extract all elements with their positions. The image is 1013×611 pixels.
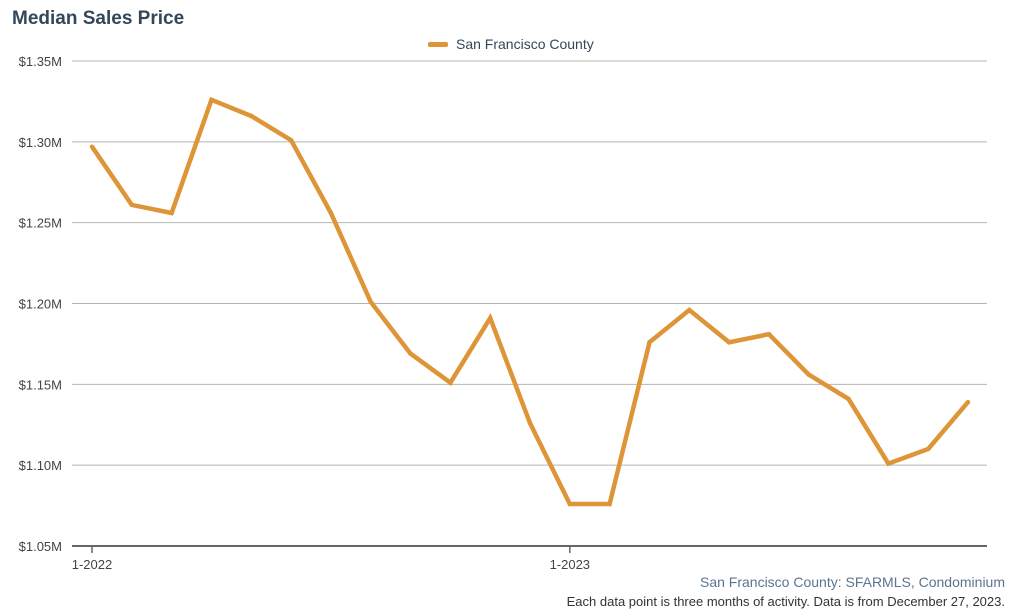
- data-point: [527, 420, 533, 426]
- data-point: [925, 446, 931, 452]
- data-point: [487, 315, 493, 321]
- data-point: [408, 351, 413, 356]
- data-point: [846, 396, 851, 402]
- y-tick-label: $1.30M: [19, 135, 62, 150]
- data-point: [169, 210, 174, 216]
- data-point: [726, 340, 732, 345]
- data-point: [567, 501, 573, 507]
- y-tick-label: $1.10M: [19, 458, 62, 473]
- x-tick-label: 1-2023: [550, 557, 590, 572]
- data-point: [129, 202, 135, 208]
- y-tick-label: $1.05M: [19, 539, 62, 554]
- data-point: [886, 461, 891, 466]
- legend-label: San Francisco County: [456, 36, 594, 52]
- data-point: [687, 307, 692, 313]
- data-point: [806, 372, 811, 377]
- y-tick-label: $1.15M: [19, 377, 62, 392]
- data-point: [288, 138, 294, 143]
- data-point: [647, 340, 652, 345]
- data-note: Each data point is three months of activ…: [566, 594, 1005, 609]
- x-tick-label: 1-2022: [72, 557, 112, 572]
- y-tick-label: $1.35M: [19, 54, 62, 69]
- series-line-san-francisco-county: [90, 96, 970, 507]
- data-point: [766, 332, 772, 337]
- legend[interactable]: San Francisco County: [428, 36, 594, 52]
- chart-title: Median Sales Price: [12, 8, 185, 29]
- y-tick-label: $1.25M: [19, 216, 62, 231]
- data-point: [965, 399, 971, 405]
- data-point: [89, 144, 95, 149]
- data-point: [607, 501, 612, 507]
- data-point: [209, 97, 214, 103]
- data-source: San Francisco County: SFARMLS, Condomini…: [699, 574, 1005, 590]
- y-tick-label: $1.20M: [19, 297, 62, 312]
- data-point: [249, 113, 254, 119]
- data-point: [328, 210, 334, 216]
- data-point: [368, 299, 373, 305]
- data-point: [448, 380, 453, 385]
- legend-swatch: [428, 41, 448, 47]
